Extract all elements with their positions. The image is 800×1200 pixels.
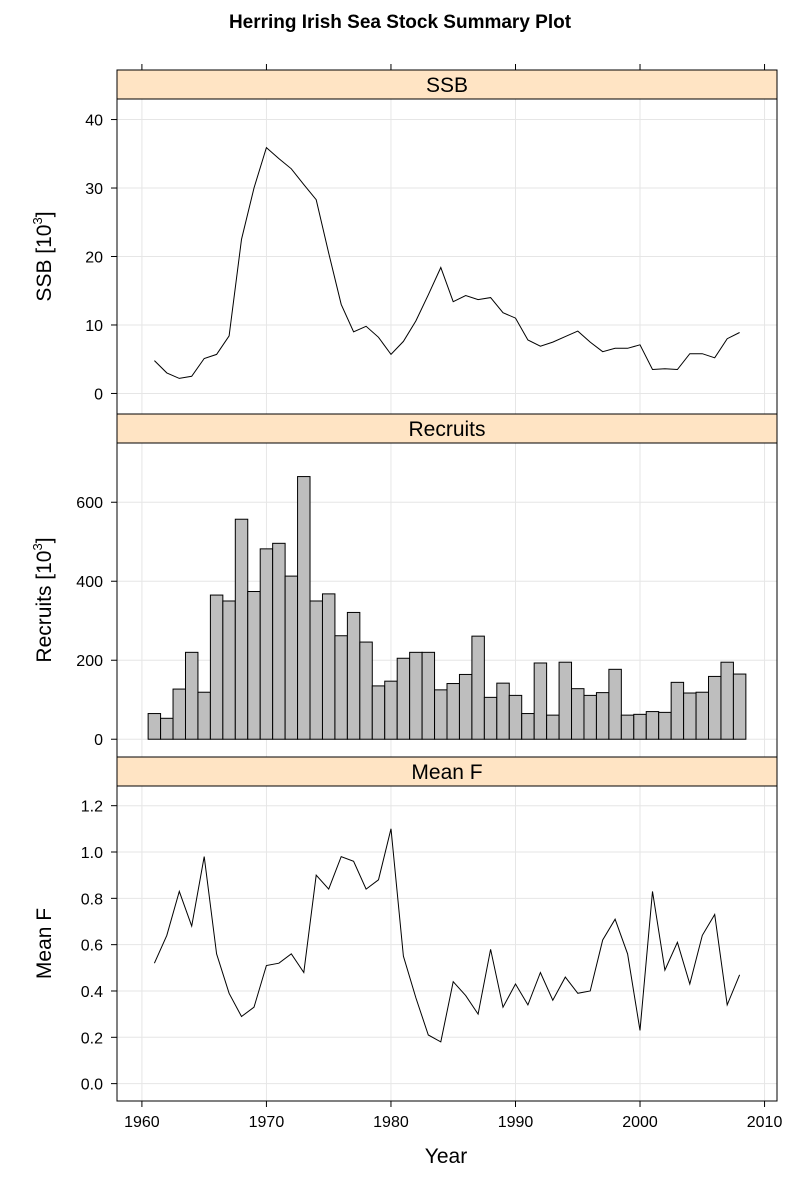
- y-axis-label: Recruits [103]: [30, 537, 56, 662]
- recruits-bar: [483, 696, 498, 740]
- y-tick-label: 1.2: [81, 799, 103, 816]
- recruits-bar: [670, 681, 685, 740]
- x-tick-label: 1990: [498, 1114, 534, 1131]
- recruits-bar: [683, 692, 697, 740]
- recruits-bar: [297, 476, 311, 740]
- recruits-bar: [720, 661, 734, 740]
- panel-strip: [116, 413, 778, 444]
- recruits-bar: [209, 594, 224, 740]
- chart-title: Herring Irish Sea Stock Summary Plot: [229, 12, 572, 33]
- recruits-bar: [708, 675, 722, 740]
- recruits-bar: [284, 575, 299, 740]
- recruits-bar: [172, 688, 186, 740]
- x-axis-label: Year: [425, 1145, 467, 1168]
- panel-strip-label: Mean F: [411, 761, 482, 784]
- recruits-bar: [533, 662, 548, 740]
- series-line-mean-f: [153, 828, 741, 1043]
- recruits-bar: [658, 711, 672, 740]
- recruits-bar: [359, 641, 373, 740]
- recruits-bar: [608, 668, 622, 740]
- panel-mean-f: Mean F 0.0 0.2 0.4 0.6 0.8 1.0 1.2 Mean F: [33, 756, 778, 1102]
- recruits-bar: [521, 713, 535, 740]
- x-tick-label: 1980: [373, 1114, 409, 1131]
- recruits-bar: [695, 691, 710, 740]
- recruits-bar: [620, 714, 635, 740]
- y-tick-label: 0.6: [81, 938, 103, 955]
- x-tick-label: 2000: [622, 1114, 658, 1131]
- recruits-bar: [496, 682, 510, 740]
- y-tick-label: 400: [76, 574, 103, 591]
- recruits-bar: [633, 713, 647, 740]
- panel-strip-label: SSB: [426, 74, 468, 97]
- panel-ssb: SSB 0 10 20 30 40 SSB [103]: [30, 69, 778, 415]
- recruits-bar: [508, 694, 523, 740]
- y-tick-label: 1.0: [81, 845, 103, 862]
- y-tick-label: 0: [94, 732, 103, 749]
- recruits-bar: [184, 651, 199, 740]
- recruits-bar: [583, 694, 597, 740]
- recruits-bar: [571, 688, 585, 740]
- y-tick-label: 0.8: [81, 891, 103, 908]
- x-tick-label: 1960: [124, 1114, 160, 1131]
- recruits-bar: [732, 673, 747, 740]
- recruits-bar: [321, 593, 336, 740]
- recruits-bar: [645, 711, 660, 740]
- recruits-bar: [222, 600, 236, 740]
- recruits-bar: [160, 717, 174, 740]
- recruits-bar: [434, 689, 448, 740]
- recruits-bar: [346, 611, 361, 740]
- y-tick-label: 600: [76, 495, 103, 512]
- x-tick-label: 2010: [747, 1114, 783, 1131]
- y-tick-label: 10: [85, 318, 103, 335]
- y-tick-label: 30: [85, 181, 103, 198]
- recruits-bar: [334, 635, 348, 740]
- recruits-bar: [309, 600, 323, 740]
- recruits-bar: [371, 685, 386, 740]
- panel-frame: [116, 785, 778, 1102]
- recruits-bar: [272, 542, 286, 740]
- recruits-bar: [546, 714, 560, 740]
- x-tick-label: 1970: [249, 1114, 285, 1131]
- y-axis-label: Mean F: [33, 908, 56, 979]
- panel-recruits: Recruits 0 200 400 600 Recruits [103]: [30, 413, 778, 758]
- recruits-bar: [595, 692, 610, 740]
- recruits-bar: [558, 661, 573, 740]
- recruits-bar: [259, 548, 274, 740]
- recruits-bar: [471, 635, 485, 740]
- panel-strip: [116, 756, 778, 787]
- y-tick-label: 20: [85, 250, 103, 267]
- recruits-bar: [409, 651, 423, 740]
- series-line-ssb: [154, 146, 740, 379]
- y-tick-label: 0.2: [81, 1030, 103, 1047]
- recruits-bar: [384, 680, 398, 740]
- y-tick-label: 0: [94, 386, 103, 403]
- recruits-bar: [421, 651, 436, 740]
- y-tick-label: 0.0: [81, 1077, 103, 1094]
- recruits-bar: [234, 518, 249, 740]
- recruits-bar: [396, 657, 411, 740]
- recruits-bar: [147, 713, 162, 740]
- y-tick-label: 0.4: [81, 984, 103, 1001]
- recruits-bar: [247, 591, 261, 740]
- recruits-bar: [446, 683, 460, 740]
- recruits-bar: [197, 691, 211, 740]
- panel-strip-label: Recruits: [408, 418, 485, 441]
- y-tick-label: 200: [76, 653, 103, 670]
- recruits-bar: [458, 673, 473, 740]
- y-tick-label: 40: [85, 113, 103, 130]
- y-axis-label: SSB [103]: [30, 211, 56, 301]
